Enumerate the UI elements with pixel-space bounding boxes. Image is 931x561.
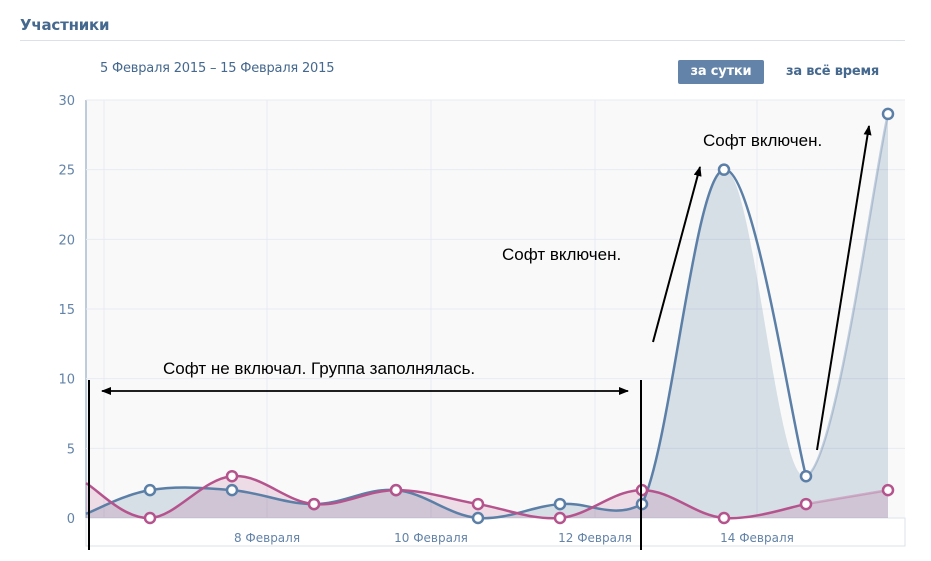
pink-data-point[interactable]	[471, 497, 485, 511]
annotation-range: Софт не включал. Группа заполнялась.	[88, 359, 642, 550]
blue-series-tail	[805, 113, 890, 478]
pink-data-point[interactable]	[143, 511, 157, 525]
y-tick-label: 20	[58, 233, 75, 248]
blue-series-area	[86, 113, 888, 519]
section-title: Участники	[20, 16, 110, 34]
y-tick-label: 15	[58, 303, 75, 318]
period-all-time-button[interactable]: за всё время	[786, 64, 880, 79]
soft-on-text-1: Софт включен.	[502, 245, 621, 264]
blue-data-point[interactable]	[143, 483, 157, 497]
pink-data-point[interactable]	[389, 483, 403, 497]
series-points[interactable]	[143, 107, 895, 525]
y-tick-label: 25	[58, 164, 75, 179]
pink-data-point[interactable]	[225, 469, 239, 483]
y-tick-label: 30	[58, 94, 75, 109]
soft-on-text-2: Софт включен.	[703, 131, 822, 150]
period-day-button[interactable]: за сутки	[678, 60, 764, 84]
annotation-soft-on-1: Софт включен.	[502, 166, 702, 343]
pink-data-point[interactable]	[553, 511, 567, 525]
pink-series-area	[86, 476, 888, 519]
blue-data-point[interactable]	[471, 511, 485, 525]
annotation-soft-on-2: Софт включен.	[703, 125, 872, 451]
range-note-text: Софт не включал. Группа заполнялась.	[163, 359, 475, 378]
series-areas	[86, 113, 888, 519]
y-tick-label: 10	[58, 373, 75, 388]
x-tick-label: 10 Февраля	[394, 531, 468, 545]
x-tick-label: 14 Февраля	[720, 531, 794, 545]
x-tick-label: 8 Февраля	[234, 531, 300, 545]
pink-series-line	[85, 474, 807, 520]
pink-data-point[interactable]	[717, 511, 731, 525]
pink-data-point[interactable]	[307, 497, 321, 511]
grid-lines	[86, 99, 905, 518]
date-range-label: 5 Февраля 2015 – 15 Февраля 2015	[100, 61, 335, 76]
blue-data-point[interactable]	[553, 497, 567, 511]
blue-data-point[interactable]	[799, 469, 813, 483]
blue-data-point[interactable]	[717, 163, 731, 176]
y-axis-ticks: 0 5 10 15 20 25 30	[58, 94, 75, 527]
header-divider	[20, 40, 905, 41]
pink-data-point[interactable]	[881, 483, 895, 497]
pink-data-point[interactable]	[799, 497, 813, 511]
blue-data-point[interactable]	[225, 483, 239, 497]
y-tick-label: 0	[67, 512, 75, 527]
y-tick-label: 5	[67, 442, 75, 457]
x-tick-label: 12 Февраля	[558, 531, 632, 545]
blue-data-point[interactable]	[881, 107, 895, 121]
x-axis-ticks: 8 Февраля 10 Февраля 12 Февраля 14 Февраля	[234, 531, 794, 545]
